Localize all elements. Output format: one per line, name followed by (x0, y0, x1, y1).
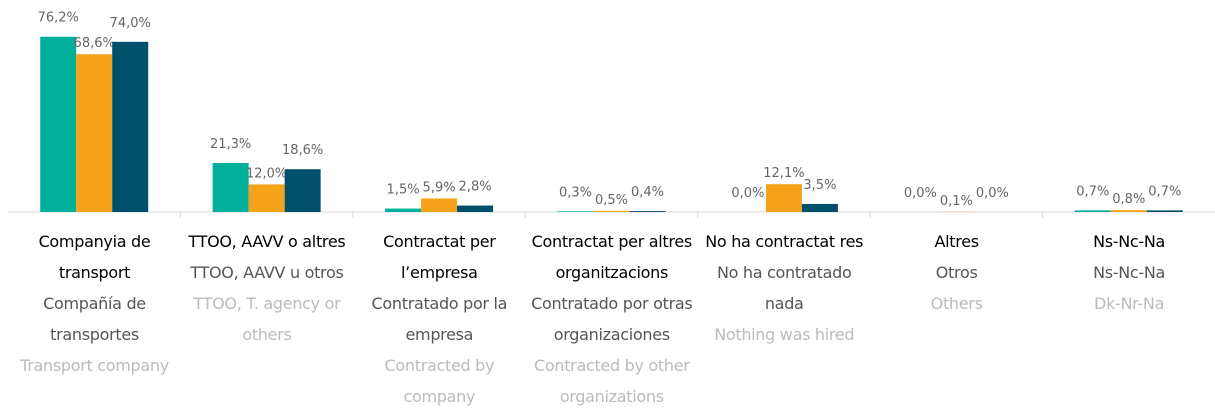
label-en: TTOO, T. agency or others (193, 294, 341, 344)
bar (76, 54, 113, 212)
value-label: 0,5% (595, 193, 628, 208)
category-label: Companyia de transport Compañía de transp… (8, 226, 181, 381)
value-label: 0,7% (1148, 184, 1181, 199)
label-en: Others (930, 294, 983, 313)
value-label: 18,6% (282, 143, 323, 158)
value-label: 0,0% (904, 186, 937, 201)
label-ca: TTOO, AAVV o altres (188, 232, 346, 251)
label-ca: No ha contractat res (705, 232, 864, 251)
label-ca: Ns-Nc-Na (1093, 232, 1166, 251)
label-en: Transport company (20, 356, 169, 375)
value-label: 74,0% (110, 16, 151, 31)
label-es: Otros (935, 263, 978, 282)
bar (801, 203, 838, 212)
category-label: Contractat per altres organitzacions Cont… (525, 226, 698, 408)
bar (212, 163, 249, 212)
value-label: 2,8% (459, 180, 492, 195)
bar (765, 184, 802, 212)
label-es: No ha contratado nada (716, 263, 852, 313)
value-label: 0,0% (731, 186, 764, 201)
label-es: Contratado por la empresa (371, 294, 508, 344)
bar (421, 198, 458, 212)
bar (457, 205, 494, 212)
bar (1146, 210, 1183, 212)
label-ca: Altres (934, 232, 980, 251)
label-es: TTOO, AAVV u otros (190, 263, 344, 282)
label-en: Contracted by other organizations (534, 356, 690, 406)
category-label: No ha contractat res No ha contratado nad… (698, 226, 871, 350)
value-label: 0,3% (559, 185, 592, 200)
label-es: Ns-Nc-Na (1093, 263, 1166, 282)
bar (1110, 210, 1147, 212)
value-label: 0,7% (1076, 184, 1109, 199)
bar (593, 210, 630, 212)
bar (629, 211, 666, 212)
label-ca: Companyia de transport (38, 232, 151, 282)
value-label: 0,4% (631, 185, 664, 200)
value-label: 21,3% (210, 137, 251, 152)
label-es: Compañía de transportes (43, 294, 146, 344)
bar (40, 36, 77, 212)
bar (557, 211, 594, 212)
bar (1074, 210, 1111, 212)
bar (112, 41, 149, 212)
value-label: 76,2% (38, 11, 79, 26)
category-label: Contractat per l’empresa Contratado por l… (353, 226, 526, 408)
value-label: 0,8% (1112, 192, 1145, 207)
label-en: Nothing was hired (714, 325, 855, 344)
bar (385, 208, 422, 212)
value-label: 0,0% (976, 186, 1009, 201)
value-label: 68,6% (74, 36, 115, 51)
category-label: Ns-Nc-Na Ns-Nc-Na Dk-Nr-Na (1043, 226, 1215, 319)
category-label: TTOO, AAVV o altres TTOO, AAVV u otros TTO… (180, 226, 353, 350)
value-label: 3,5% (803, 178, 836, 193)
category-label: Altres Otros Others (870, 226, 1043, 319)
value-label: 12,0% (246, 166, 287, 181)
bar (284, 169, 321, 212)
value-label: 12,1% (763, 166, 804, 181)
label-es: Contratado por otras organizaciones (531, 294, 693, 344)
bar (248, 184, 285, 212)
label-en: Dk-Nr-Na (1094, 294, 1165, 313)
value-label: 0,1% (940, 194, 973, 209)
label-ca: Contractat per altres organitzacions (531, 232, 693, 282)
value-label: 1,5% (387, 183, 420, 198)
value-label: 5,9% (423, 180, 456, 195)
label-en: Contracted by company (384, 356, 495, 406)
label-ca: Contractat per l’empresa (383, 232, 496, 282)
